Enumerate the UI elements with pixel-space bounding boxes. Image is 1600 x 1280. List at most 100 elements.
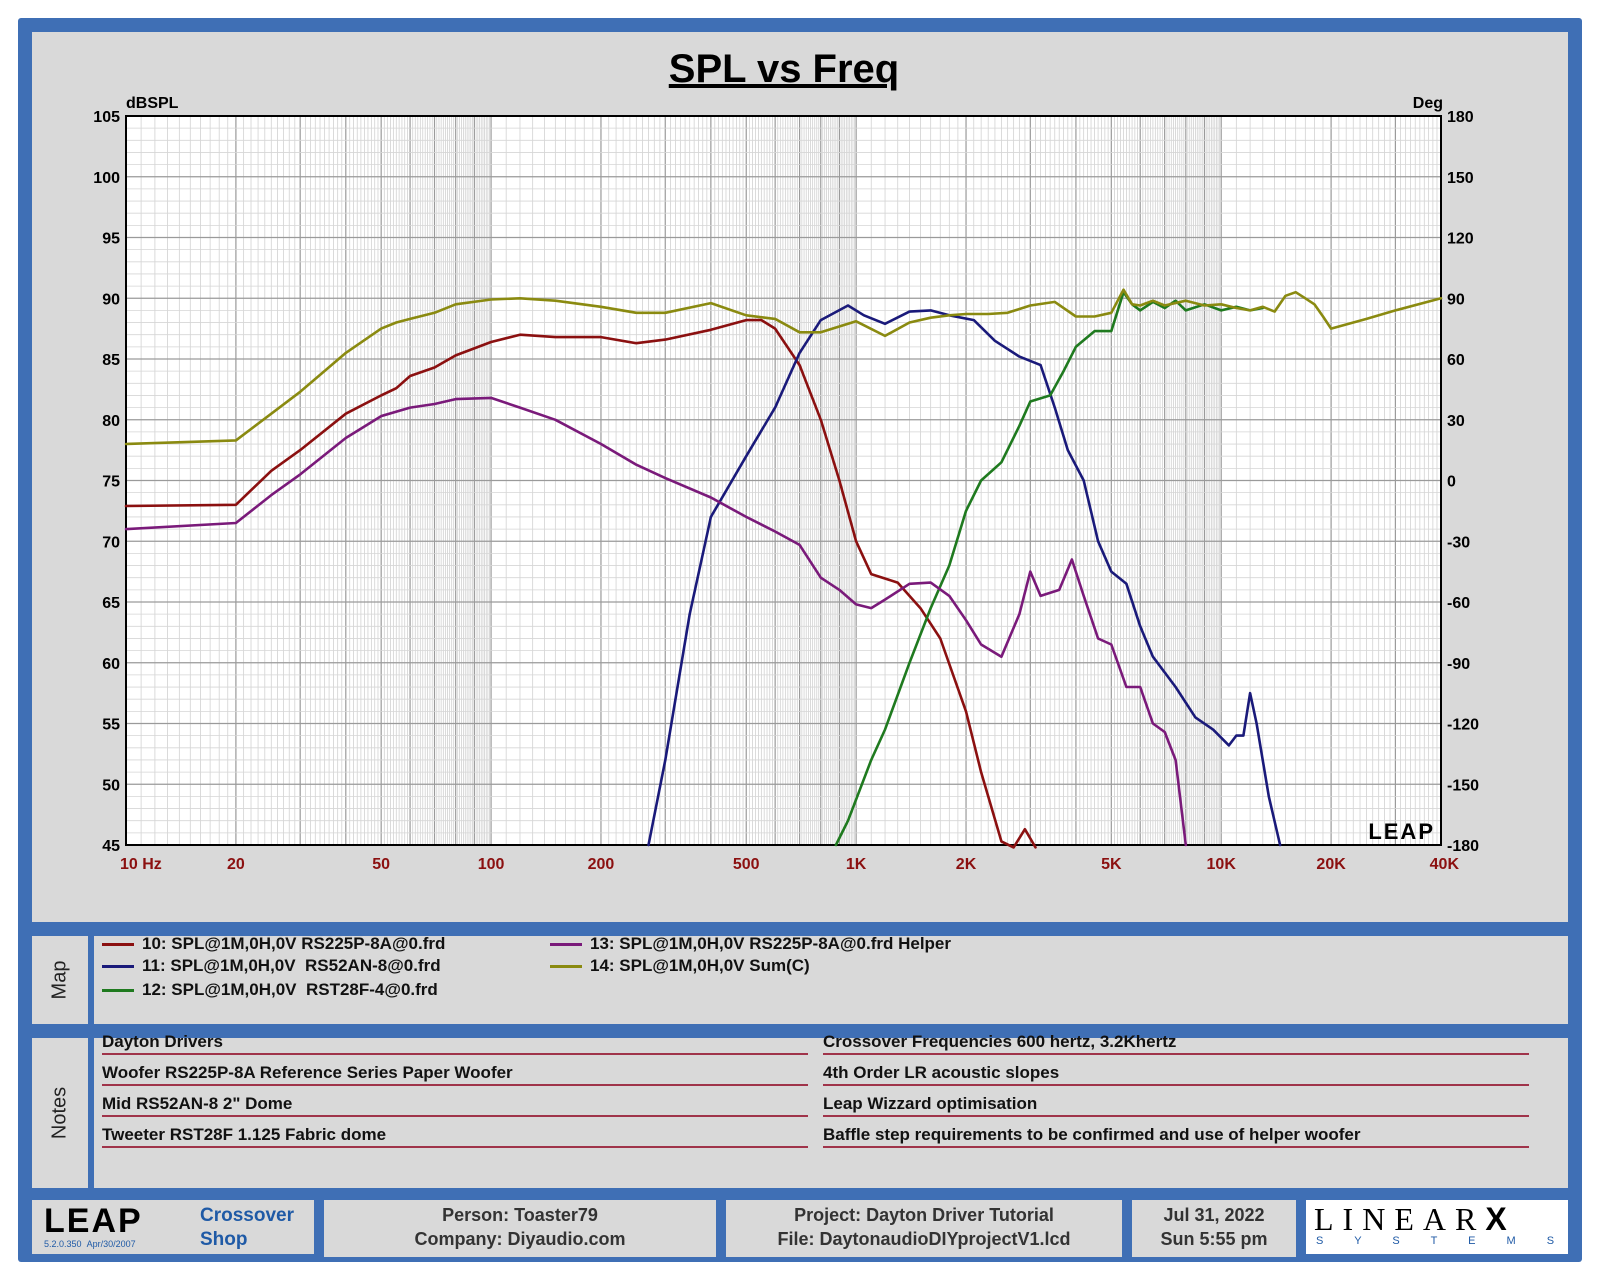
footer-date-box: Jul 31, 2022 Sun 5:55 pm xyxy=(1132,1200,1296,1257)
x-tick-label: 5K xyxy=(1101,856,1122,873)
x-tick-label: 20 xyxy=(227,856,245,873)
series-line-11 xyxy=(647,304,1282,847)
y-tick-label: 95 xyxy=(102,231,120,248)
note-left-3: Mid RS52AN-8 2" Dome xyxy=(102,1094,808,1117)
legend-label-11: 11: SPL@1M,0H,0V RS52AN-8@0.frd xyxy=(142,956,441,975)
y2-tick-label: -60 xyxy=(1447,595,1470,612)
y2-tick-label: 120 xyxy=(1447,231,1474,248)
legend-swatch-11 xyxy=(102,965,134,969)
legend-label-13: 13: SPL@1M,0H,0V RS225P-8A@0.frd Helper xyxy=(590,934,952,953)
series-line-12 xyxy=(834,290,1265,847)
y-tick-label: 100 xyxy=(93,170,120,187)
leap-logo: LEAP xyxy=(44,1202,143,1240)
file-text: File: DaytonaudioDIYprojectV1.lcd xyxy=(777,1229,1071,1249)
note-right-2: 4th Order LR acoustic slopes xyxy=(823,1063,1529,1086)
y-tick-label: 80 xyxy=(102,413,120,430)
legend-swatch-10 xyxy=(102,943,134,947)
y2-tick-label: -180 xyxy=(1447,838,1479,855)
y-tick-label: 85 xyxy=(102,352,120,369)
module-line-2: Shop xyxy=(200,1229,248,1250)
legend-label-12: 12: SPL@1M,0H,0V RST28F-4@0.frd xyxy=(142,980,438,999)
company-text: Company: Diyaudio.com xyxy=(414,1229,626,1249)
footer-person-box: Person: Toaster79 Company: Diyaudio.com xyxy=(324,1200,716,1257)
legend-item-10[interactable]: 10: SPL@1M,0H,0V RS225P-8A@0.frd xyxy=(102,934,445,954)
version-number: 5.2.0.350 xyxy=(44,1239,82,1249)
version-info: 5.2.0.350 Apr/30/2007 xyxy=(44,1238,136,1250)
footer-leap-box: LEAP 5.2.0.350 Apr/30/2007 Crossover Sho… xyxy=(32,1200,314,1254)
series-line-10 xyxy=(124,318,1037,849)
map-tab-label: Map xyxy=(48,960,71,1000)
x-tick-label: 500 xyxy=(733,856,760,873)
x-tick-label: 10K xyxy=(1207,856,1237,873)
y-tick-label: 45 xyxy=(102,838,120,855)
series-line-13 xyxy=(124,396,1188,847)
x-tick-label: 20K xyxy=(1316,856,1346,873)
y2-tick-label: 60 xyxy=(1447,352,1465,369)
x-tick-label: 10 Hz xyxy=(120,856,162,873)
x-tick-label: 40K xyxy=(1430,856,1460,873)
spl-chart: SPL vs Freq dBSPL Deg 105 100 95 90 85 80 75 70… xyxy=(93,47,1479,873)
plot-border xyxy=(125,115,1442,846)
legend-item-13[interactable]: 13: SPL@1M,0H,0V RS225P-8A@0.frd Helper xyxy=(550,934,951,954)
legend-item-11[interactable]: 11: SPL@1M,0H,0V RS52AN-8@0.frd xyxy=(102,956,441,976)
brand-x: X xyxy=(1485,1201,1516,1237)
footer-brand-box: LINEARX S Y S T E M S xyxy=(1306,1200,1568,1254)
legend-item-14[interactable]: 14: SPL@1M,0H,0V Sum(C) xyxy=(550,956,810,976)
chart-panel: SPL vs Freq dBSPL Deg 105 100 95 90 85 80 75 70… xyxy=(32,32,1568,922)
note-right-4: Baffle step requirements to be confirmed… xyxy=(823,1125,1529,1148)
footer-project-box: Project: Dayton Driver Tutorial File: Da… xyxy=(726,1200,1122,1257)
map-tab[interactable]: Map xyxy=(32,936,94,1024)
leap-watermark: LEAP xyxy=(1368,819,1435,844)
y-tick-label: 70 xyxy=(102,534,120,551)
notes-panel: Notes Dayton Drivers Woofer RS225P-8A Re… xyxy=(32,1032,1568,1188)
map-panel: Map 10: SPL@1M,0H,0V RS225P-8A@0.frd 11:… xyxy=(32,934,1568,1024)
y2-tick-label: 0 xyxy=(1447,474,1456,491)
note-right-3: Leap Wizzard optimisation xyxy=(823,1094,1529,1117)
brand-text: LINEAR xyxy=(1314,1201,1486,1237)
y-tick-label: 105 xyxy=(93,109,120,126)
y2-tick-label: 90 xyxy=(1447,291,1465,308)
legend-swatch-14 xyxy=(550,965,582,969)
y-tick-label: 60 xyxy=(102,656,120,673)
y2-tick-label: 150 xyxy=(1447,170,1474,187)
linearx-logo: LINEARX xyxy=(1314,1202,1516,1236)
legend-swatch-12 xyxy=(102,989,134,993)
x-tick-label: 200 xyxy=(588,856,615,873)
legend-label-10: 10: SPL@1M,0H,0V RS225P-8A@0.frd xyxy=(142,934,446,953)
y2-axis-label: Deg xyxy=(1413,95,1443,112)
y-tick-label: 50 xyxy=(102,777,120,794)
y2-tick-label: -90 xyxy=(1447,656,1470,673)
time-text: Sun 5:55 pm xyxy=(1160,1229,1268,1249)
x-tick-label: 1K xyxy=(846,856,867,873)
y-tick-label: 55 xyxy=(102,717,120,734)
notes-tab[interactable]: Notes xyxy=(32,1038,94,1188)
note-left-4: Tweeter RST28F 1.125 Fabric dome xyxy=(102,1125,808,1148)
version-date: Apr/30/2007 xyxy=(86,1239,136,1249)
y2-tick-label: -120 xyxy=(1447,717,1479,734)
y2-tick-label: 180 xyxy=(1447,109,1474,126)
x-tick-label: 2K xyxy=(956,856,977,873)
y2-tick-label: -30 xyxy=(1447,534,1470,551)
module-name: Crossover Shop xyxy=(200,1204,294,1252)
date-text: Jul 31, 2022 xyxy=(1163,1205,1265,1225)
y2-tick-label: 30 xyxy=(1447,413,1465,430)
note-left-2: Woofer RS225P-8A Reference Series Paper … xyxy=(102,1063,808,1086)
note-right-1: Crossover Frequencies 600 hertz, 3.2Kher… xyxy=(823,1032,1529,1055)
y-tick-label: 65 xyxy=(102,595,120,612)
project-text: Project: Dayton Driver Tutorial xyxy=(794,1205,1054,1225)
y-tick-label: 90 xyxy=(102,291,120,308)
note-left-1: Dayton Drivers xyxy=(102,1032,808,1055)
y-tick-label: 75 xyxy=(102,474,120,491)
legend-label-14: 14: SPL@1M,0H,0V Sum(C) xyxy=(590,956,810,975)
module-line-1: Crossover xyxy=(200,1205,294,1226)
x-tick-label: 50 xyxy=(372,856,390,873)
legend-item-12[interactable]: 12: SPL@1M,0H,0V RST28F-4@0.frd xyxy=(102,980,438,1000)
person-text: Person: Toaster79 xyxy=(442,1205,598,1225)
chart-title: SPL vs Freq xyxy=(669,47,899,91)
y2-tick-label: -150 xyxy=(1447,777,1479,794)
x-tick-label: 100 xyxy=(478,856,505,873)
y-axis-label: dBSPL xyxy=(126,95,179,112)
legend-swatch-13 xyxy=(550,943,582,947)
brand-subtitle: S Y S T E M S xyxy=(1316,1235,1569,1247)
series-line-14 xyxy=(124,288,1443,446)
